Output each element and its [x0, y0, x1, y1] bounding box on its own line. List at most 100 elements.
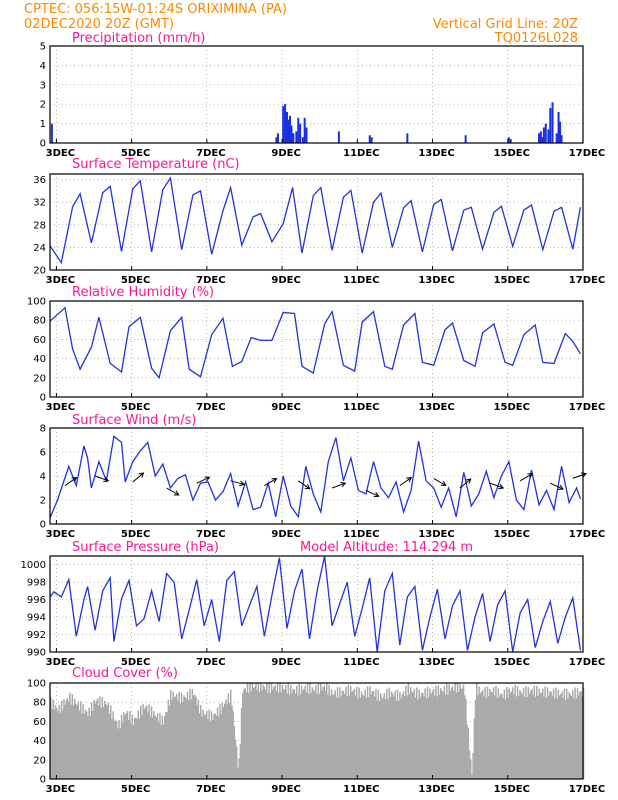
wind-arrow	[132, 472, 144, 483]
cloud-bar	[202, 709, 204, 779]
wind-arrowhead	[440, 480, 447, 486]
cloud-bar	[243, 689, 245, 779]
cloud-bar	[528, 693, 531, 779]
cloud-bar	[60, 700, 63, 779]
cloud-bar	[184, 696, 186, 779]
cloud-bar	[581, 696, 584, 779]
cloud-bar	[345, 686, 347, 779]
precip-xtick-label: 11DEC	[343, 148, 379, 159]
cloud-bar	[287, 683, 290, 779]
wind-arrowhead	[498, 483, 505, 490]
precip-bar	[337, 131, 340, 143]
cloud-bar	[428, 697, 430, 779]
cloud-bar	[413, 688, 416, 779]
cloud-bar	[352, 690, 354, 779]
cloud-bar	[479, 693, 482, 779]
wind-ytick-label: 4	[40, 472, 46, 483]
cloud-bar	[275, 690, 278, 779]
cloud-frame	[49, 682, 584, 780]
precip-bar	[295, 131, 298, 143]
cloud-bar	[57, 711, 59, 779]
cloud-bar	[152, 717, 154, 779]
temp-ytick-label: 36	[33, 175, 46, 186]
cloud-bar	[234, 739, 237, 779]
cloud-bar	[225, 699, 227, 779]
cloud-bar	[270, 683, 273, 779]
rh-frame	[49, 300, 584, 398]
cloud-bar	[125, 713, 128, 779]
precip-xtick-label: 7DEC	[196, 148, 225, 159]
cloud-bar	[554, 698, 556, 779]
precip-bar	[537, 133, 540, 143]
cloud-bar	[466, 724, 468, 779]
precip-xtick-label: 15DEC	[494, 148, 530, 159]
cloud-bar	[165, 711, 167, 779]
cloud-bar	[188, 700, 190, 779]
cloud-bar	[551, 695, 554, 779]
cloud-bar	[69, 692, 71, 779]
cloud-bar	[134, 717, 136, 779]
cloud-bar	[294, 693, 297, 779]
cloud-bar	[418, 689, 420, 779]
cloud-bar	[239, 744, 242, 779]
cloud-bar	[502, 698, 504, 779]
cloud-bar	[419, 697, 422, 779]
pres-ytick-label: 996	[27, 595, 46, 606]
cloud-bar	[118, 720, 120, 779]
pres-ytick-label: 990	[27, 648, 46, 659]
pres-xtick-label: 11DEC	[343, 657, 379, 668]
precip-bar	[368, 135, 371, 143]
cloud-bar	[213, 713, 215, 779]
wind-xtick-label: 3DEC	[46, 529, 75, 540]
cloud-bar	[214, 713, 216, 779]
cloud-bar	[417, 699, 419, 779]
rh-xtick-label: 9DEC	[271, 402, 300, 413]
cloud-bar	[424, 688, 426, 779]
cloud-bar	[308, 694, 310, 779]
cloud-bar	[506, 687, 508, 779]
rh-ytick-label: 20	[33, 373, 46, 384]
cloud-bar	[186, 691, 189, 779]
precip-ytick-label: 5	[40, 42, 46, 53]
precip-bar	[290, 125, 293, 143]
rh-ytick-label: 40	[33, 354, 46, 365]
precip-bar	[276, 133, 279, 143]
cloud-ytick-label: 0	[40, 775, 46, 786]
cloud-bar	[510, 691, 513, 779]
cloud-bar	[368, 697, 370, 779]
cloud-bar	[500, 693, 502, 779]
wind-ytick-label: 0	[40, 520, 46, 531]
cloud-bar	[317, 683, 320, 779]
cloud-bar	[108, 713, 111, 779]
wind-arrow	[489, 482, 504, 489]
cloud-bar	[375, 689, 377, 779]
cloud-bar	[206, 710, 208, 779]
precip-xtick-label: 9DEC	[271, 148, 300, 159]
cloud-bar	[264, 689, 267, 779]
cloud-bar	[371, 690, 374, 779]
cloud-bar	[519, 690, 521, 779]
cloud-bar	[321, 690, 323, 779]
pres-panel: 990 992 994 996 998 1000 3DEC 5DEC 7DEC 9DEC 11DEC…	[21, 555, 605, 668]
cloud-bar	[102, 707, 105, 779]
cloud-bar	[81, 713, 83, 779]
wind-series-line	[49, 435, 582, 519]
wind-arrow	[550, 482, 564, 490]
pres-title: Surface Pressure (hPa)	[72, 540, 219, 555]
cloud-bar	[268, 683, 270, 779]
cloud-bar	[491, 692, 494, 779]
cloud-bar	[63, 699, 65, 779]
cloud-bar	[195, 696, 197, 779]
precip-panel: 0 1 2 3 4 5 3DEC 5DEC 7DEC 9DEC 11DEC 13DEC 15DEC 17D…	[40, 42, 606, 160]
cloud-bar	[550, 691, 552, 779]
cloud-bar	[363, 695, 365, 779]
precip-bar	[507, 137, 510, 143]
cloud-bar	[237, 767, 239, 779]
cloud-bar	[158, 722, 160, 779]
cloud-bar	[95, 700, 98, 779]
cloud-bar	[580, 691, 582, 779]
temp-xtick-label: 5DEC	[121, 275, 150, 286]
cloud-bar	[362, 694, 364, 779]
precip-ytick-label: 1	[40, 119, 46, 130]
cloud-bar	[70, 704, 72, 779]
